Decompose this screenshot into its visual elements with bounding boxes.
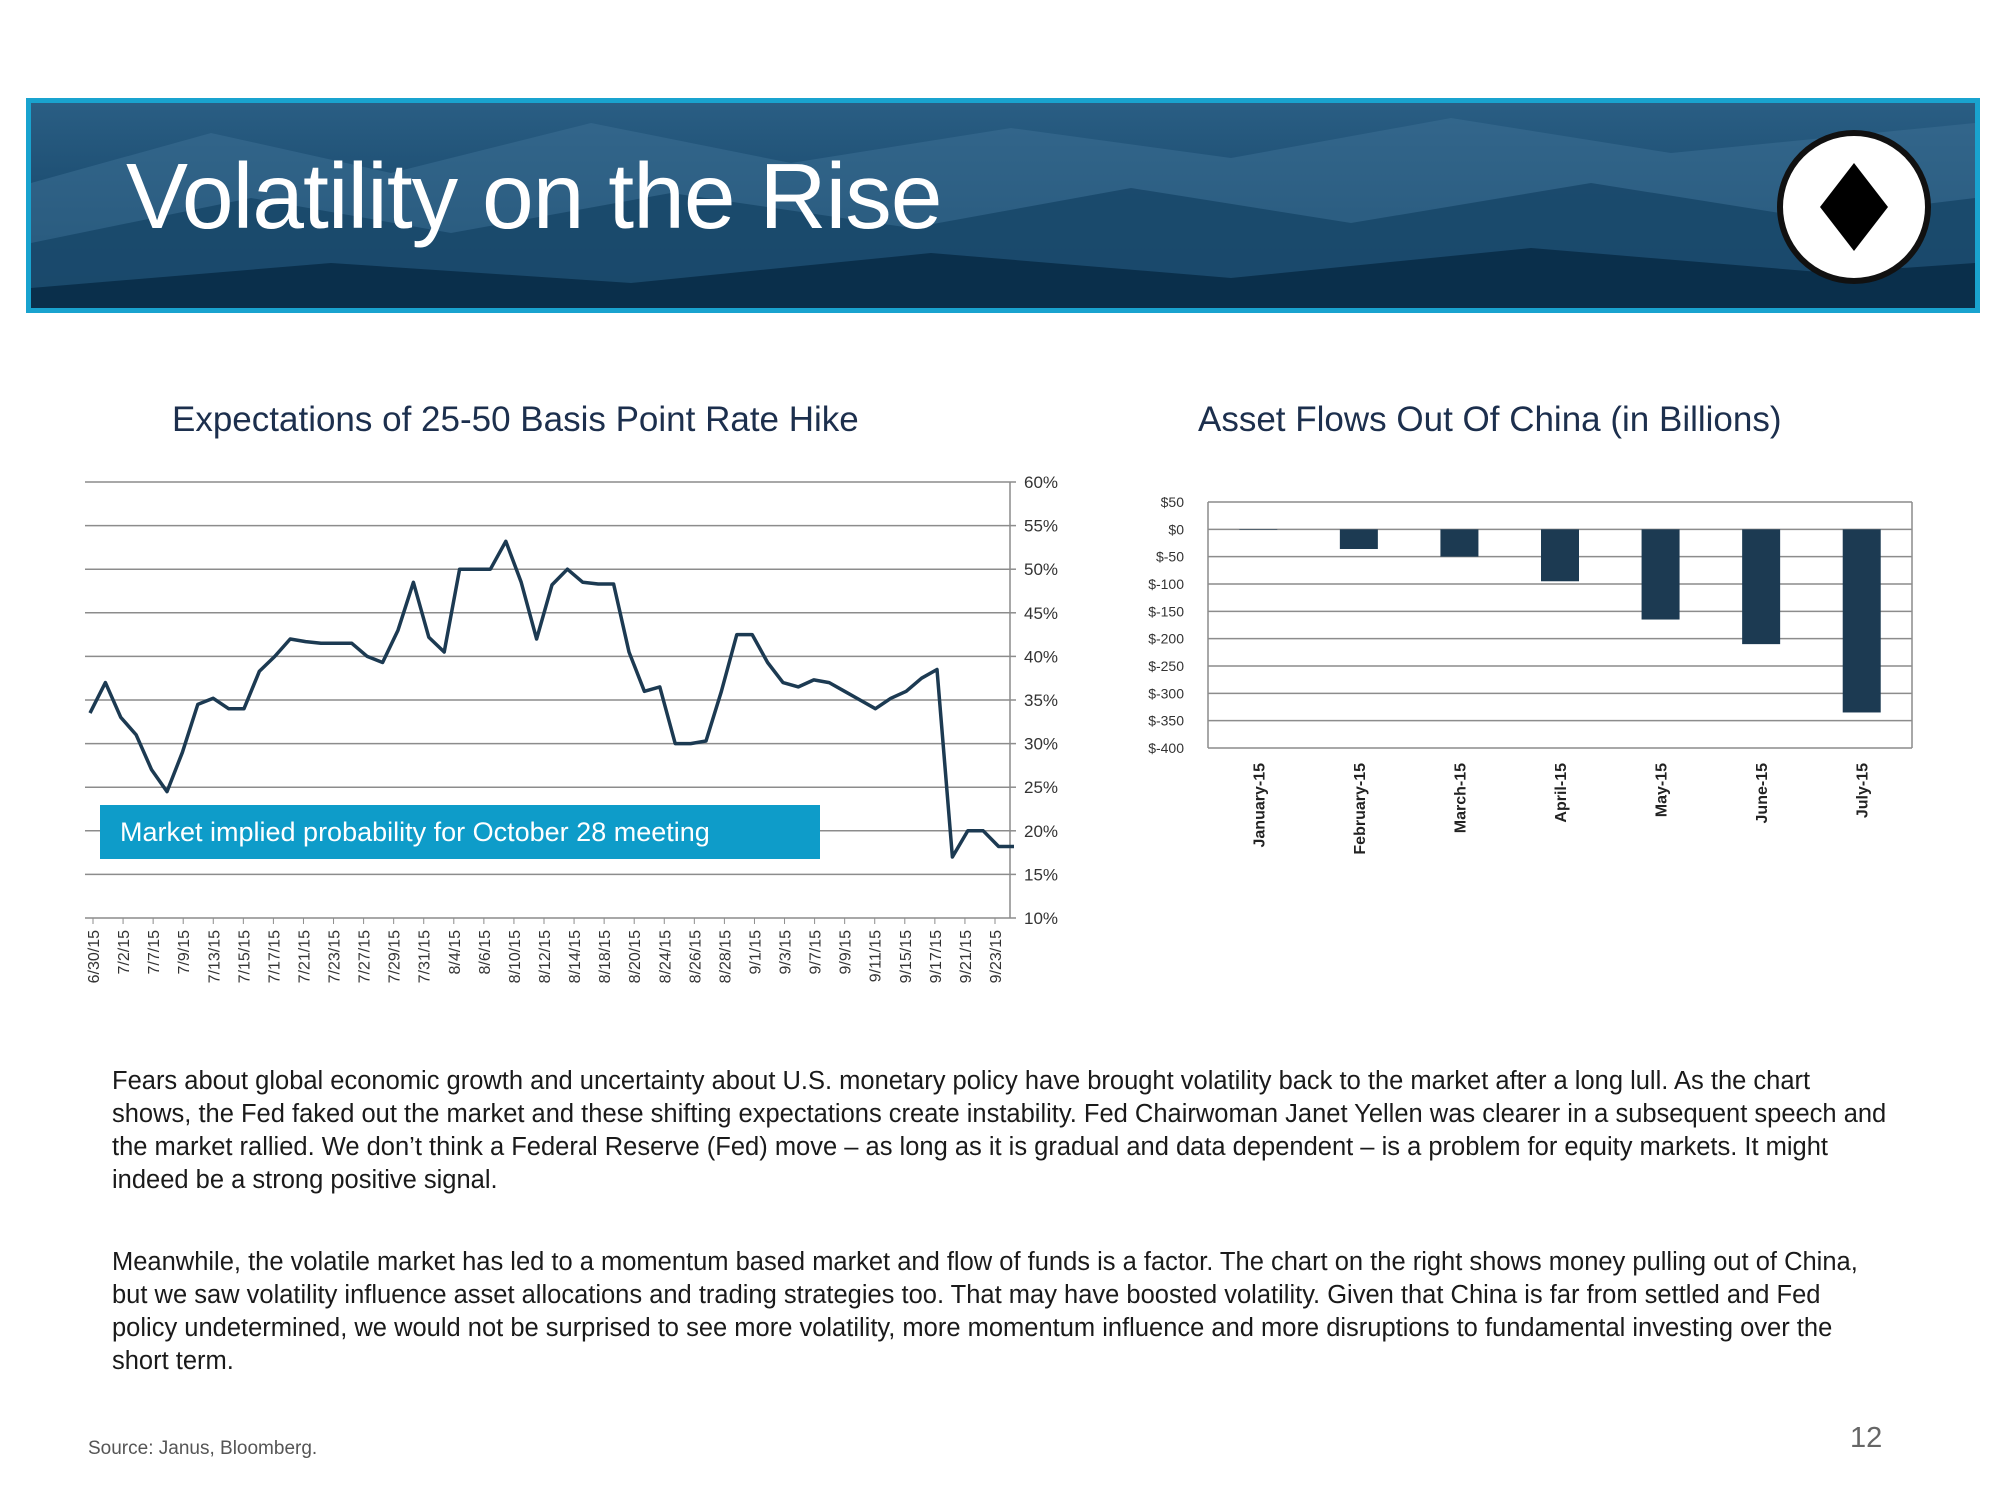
line-chart-x-tick-label: 8/24/15 [657, 930, 674, 983]
bar-chart-bar [1239, 529, 1278, 530]
bar-chart-y-tick-label: $-400 [1148, 740, 1184, 756]
line-chart-x-tick-label: 9/15/15 [898, 930, 915, 983]
line-chart-x-tick-label: 8/6/15 [477, 930, 494, 975]
bar-chart-y-tick-label: $-250 [1148, 658, 1184, 674]
bar-chart-bar [1541, 529, 1579, 582]
header-banner: Volatility on the Rise [26, 98, 1980, 313]
line-chart-title: Expectations of 25-50 Basis Point Rate H… [172, 400, 859, 439]
line-chart-y-tick-label: 25% [1024, 778, 1058, 797]
line-chart-series-line [88, 539, 1014, 859]
charts-canvas: 10% 15% 20% 25% 30% 35% 40% 45% 50% 55% 60% 6/30/15… [85, 473, 1913, 983]
line-chart-x-tick-label: 9/21/15 [958, 930, 975, 983]
bar-chart-y-tick-label: $-200 [1148, 631, 1184, 647]
chart-callout: Market implied probability for October 2… [100, 805, 820, 859]
slide-title: Volatility on the Rise [126, 144, 942, 248]
line-chart-x-tick-label: 9/23/15 [988, 930, 1005, 983]
line-chart-y-tick-label: 60% [1024, 473, 1058, 492]
line-chart-x-tick-label: 9/11/15 [868, 930, 885, 982]
line-chart-x-tick-label: 9/7/15 [808, 930, 825, 975]
bar-chart-x-tick-label: May-15 [1654, 763, 1671, 817]
line-chart-x-tick-label: 7/7/15 [146, 930, 163, 975]
line-chart-x-tick-label: 8/18/15 [597, 930, 614, 983]
line-chart-x-tick-label: 7/15/15 [236, 930, 253, 983]
bar-chart-y-tick-label: $-100 [1148, 576, 1184, 592]
line-chart-x-tick-label: 8/20/15 [627, 930, 644, 983]
line-chart-x-tick-label: 8/28/15 [717, 930, 734, 983]
bar-chart-bar [1339, 529, 1378, 550]
bar-chart-bar [1742, 529, 1781, 645]
line-chart-x-tick-label: 9/1/15 [747, 930, 764, 975]
line-chart-x-tick-label: 6/30/15 [86, 930, 103, 983]
bar-chart-x-tick-label: July-15 [1855, 763, 1872, 818]
bar-chart-y-tick-label: $-50 [1156, 549, 1184, 565]
line-chart-x-tick-label: 7/9/15 [176, 930, 193, 975]
body-paragraph-1: Fears about global economic growth and u… [112, 1067, 1887, 1194]
line-chart-y-tick-label: 40% [1024, 647, 1058, 666]
line-chart-x-tick-label: 7/21/15 [296, 930, 313, 983]
bar-chart-y-tick-label: $0 [1168, 521, 1184, 537]
line-chart-y-tick-label: 35% [1024, 691, 1058, 710]
line-chart-x-tick-label: 7/29/15 [387, 930, 404, 983]
line-chart-x-tick-label: 7/31/15 [417, 930, 434, 983]
line-chart-y-tick-label: 45% [1024, 604, 1058, 623]
bar-chart-bar [1641, 529, 1680, 620]
bar-chart-title: Asset Flows Out Of China (in Billions) [1198, 400, 1782, 439]
bar-chart-bar [1440, 529, 1479, 557]
line-chart-x-tick-label: 9/17/15 [928, 930, 945, 983]
line-chart-y-tick-label: 10% [1024, 909, 1058, 928]
line-chart-x-tick-label: 7/13/15 [206, 930, 223, 983]
source-note: Source: Janus, Bloomberg. [88, 1438, 318, 1459]
bar-chart-y-tick-label: $-350 [1148, 713, 1184, 729]
bar-chart-x-tick-label: January-15 [1251, 763, 1268, 848]
bar-chart-bar [1842, 529, 1881, 713]
line-chart-x-tick-label: 8/10/15 [507, 930, 524, 983]
page-number: 12 [1850, 1422, 1883, 1454]
bar-chart-x-tick-label: March-15 [1452, 763, 1469, 833]
line-chart-x-tick-label: 7/23/15 [327, 930, 344, 983]
line-chart-x-tick-label: 8/4/15 [447, 930, 464, 975]
line-chart-y-tick-label: 55% [1024, 517, 1058, 536]
bar-chart-x-tick-label: April-15 [1553, 763, 1570, 823]
mountain-background [31, 103, 1975, 308]
line-chart-x-tick-label: 7/17/15 [266, 930, 283, 983]
bar-chart-y-tick-label: $-300 [1148, 685, 1184, 701]
bar-chart-x-tick-label: February-15 [1352, 763, 1369, 855]
line-chart-y-tick-label: 30% [1024, 735, 1058, 754]
line-chart-y-tick-label: 50% [1024, 560, 1058, 579]
line-chart-x-tick-label: 8/26/15 [687, 930, 704, 983]
line-chart-x-tick-label: 8/14/15 [567, 930, 584, 983]
diamond-icon [1777, 130, 1931, 284]
bar-chart-x-tick-label: June-15 [1754, 763, 1771, 824]
line-chart-x-tick-label: 9/3/15 [778, 930, 795, 975]
line-chart-x-tick-label: 8/12/15 [537, 930, 554, 983]
line-chart-y-tick-label: 20% [1024, 822, 1058, 841]
line-chart-y-tick-label: 15% [1024, 865, 1058, 884]
line-chart-x-tick-label: 7/27/15 [357, 930, 374, 983]
bar-chart-y-tick-label: $50 [1161, 494, 1185, 510]
line-chart-x-tick-label: 7/2/15 [116, 930, 133, 975]
bar-chart-y-tick-label: $-150 [1148, 603, 1184, 619]
line-chart-x-tick-label: 9/9/15 [838, 930, 855, 975]
body-paragraph-2: Meanwhile, the volatile market has led t… [112, 1248, 1858, 1375]
